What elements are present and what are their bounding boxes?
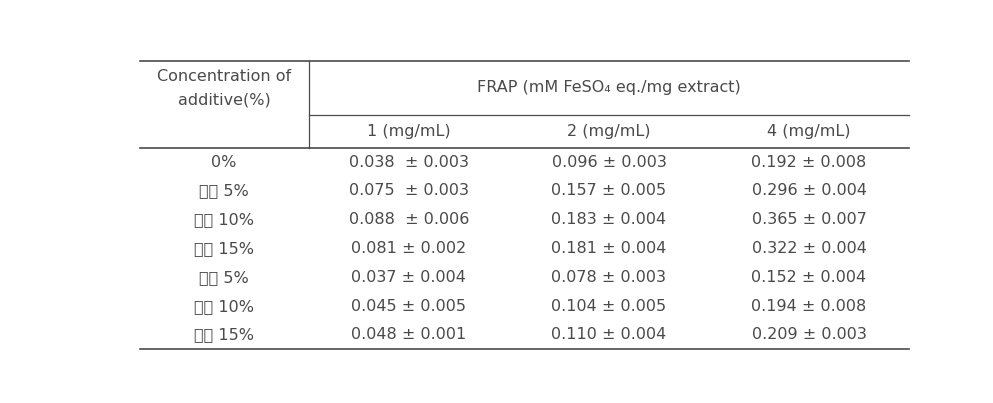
Text: 1 (mg/mL): 1 (mg/mL) [367, 124, 451, 139]
Text: 0%: 0% [212, 155, 237, 170]
Text: 0.078 ± 0.003: 0.078 ± 0.003 [551, 270, 666, 285]
Text: 0.152 ± 0.004: 0.152 ± 0.004 [752, 270, 867, 285]
Text: 0.075  ± 0.003: 0.075 ± 0.003 [349, 183, 469, 198]
Text: 0.038  ± 0.003: 0.038 ± 0.003 [349, 155, 469, 170]
Text: 0.209 ± 0.003: 0.209 ± 0.003 [752, 328, 867, 343]
Text: 0.194 ± 0.008: 0.194 ± 0.008 [752, 299, 867, 314]
Text: 2 (mg/mL): 2 (mg/mL) [567, 124, 650, 139]
Text: 0.104 ± 0.005: 0.104 ± 0.005 [551, 299, 666, 314]
Text: 0.192 ± 0.008: 0.192 ± 0.008 [752, 155, 867, 170]
Text: 현미 15%: 현미 15% [195, 328, 254, 343]
Text: 쌌거 15%: 쌌거 15% [195, 241, 254, 256]
Text: 0.183 ± 0.004: 0.183 ± 0.004 [551, 212, 666, 227]
Text: 쌌거 10%: 쌌거 10% [195, 212, 254, 227]
Text: 0.296 ± 0.004: 0.296 ± 0.004 [752, 183, 867, 198]
Text: 0.037 ± 0.004: 0.037 ± 0.004 [352, 270, 467, 285]
Text: Concentration of
additive(%): Concentration of additive(%) [157, 69, 291, 107]
Text: 쌌거 5%: 쌌거 5% [200, 183, 249, 198]
Text: FRAP (mM FeSO₄ eq./mg extract): FRAP (mM FeSO₄ eq./mg extract) [477, 81, 741, 96]
Text: 0.048 ± 0.001: 0.048 ± 0.001 [352, 328, 467, 343]
Text: 0.157 ± 0.005: 0.157 ± 0.005 [551, 183, 666, 198]
Text: 0.365 ± 0.007: 0.365 ± 0.007 [752, 212, 867, 227]
Text: 0.096 ± 0.003: 0.096 ± 0.003 [551, 155, 666, 170]
Text: 0.181 ± 0.004: 0.181 ± 0.004 [551, 241, 666, 256]
Text: 0.322 ± 0.004: 0.322 ± 0.004 [752, 241, 867, 256]
Text: 현미 5%: 현미 5% [200, 270, 249, 285]
Text: 0.110 ± 0.004: 0.110 ± 0.004 [551, 328, 666, 343]
Text: 0.045 ± 0.005: 0.045 ± 0.005 [352, 299, 467, 314]
Text: 4 (mg/mL): 4 (mg/mL) [768, 124, 851, 139]
Text: 0.081 ± 0.002: 0.081 ± 0.002 [352, 241, 467, 256]
Text: 현미 10%: 현미 10% [195, 299, 254, 314]
Text: 0.088  ± 0.006: 0.088 ± 0.006 [349, 212, 469, 227]
